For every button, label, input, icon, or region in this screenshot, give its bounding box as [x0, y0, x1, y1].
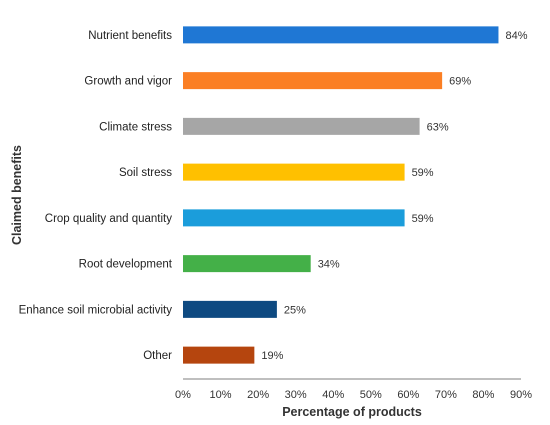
value-labels: 84% 69% 63% 59% 59% 34% 25% 19%: [261, 30, 527, 362]
data-label: 34%: [318, 259, 340, 271]
category-label: Climate stress: [99, 121, 172, 133]
bars: [183, 26, 499, 364]
data-label: 63%: [427, 121, 449, 133]
bar: [183, 209, 405, 227]
x-tick-label: 30%: [285, 389, 307, 401]
category-label: Enhance soil microbial activity: [19, 304, 173, 316]
category-label: Other: [143, 350, 172, 362]
x-axis-title: Percentage of products: [282, 405, 422, 419]
x-tick-labels: 0% 10% 20% 30% 40% 50% 60% 70% 80% 90%: [175, 389, 532, 401]
data-label: 25%: [284, 304, 306, 316]
x-tick-label: 10%: [210, 389, 232, 401]
category-label: Root development: [79, 259, 173, 271]
bar: [183, 346, 255, 364]
category-label: Nutrient benefits: [88, 30, 172, 42]
data-label: 59%: [412, 213, 434, 225]
bar: [183, 300, 277, 318]
data-label: 59%: [412, 167, 434, 179]
category-label: Soil stress: [119, 167, 172, 179]
data-label: 69%: [449, 76, 471, 88]
x-tick-label: 60%: [397, 389, 419, 401]
data-label: 84%: [505, 30, 527, 42]
x-tick-label: 90%: [510, 389, 532, 401]
x-tick-label: 40%: [322, 389, 344, 401]
x-tick-label: 70%: [435, 389, 457, 401]
bar: [183, 72, 443, 90]
bar: [183, 117, 420, 135]
category-label: Crop quality and quantity: [45, 213, 172, 225]
x-tick-label: 0%: [175, 389, 191, 401]
category-label: Growth and vigor: [84, 76, 172, 88]
y-axis-title: Claimed benefits: [10, 145, 24, 245]
category-labels: Nutrient benefits Growth and vigor Climate…: [19, 30, 173, 362]
data-label: 19%: [261, 350, 283, 362]
x-tick-label: 80%: [472, 389, 494, 401]
bar: [183, 26, 499, 44]
x-tick-label: 50%: [360, 389, 382, 401]
bar: [183, 255, 311, 273]
x-tick-label: 20%: [247, 389, 269, 401]
bar: [183, 163, 405, 181]
